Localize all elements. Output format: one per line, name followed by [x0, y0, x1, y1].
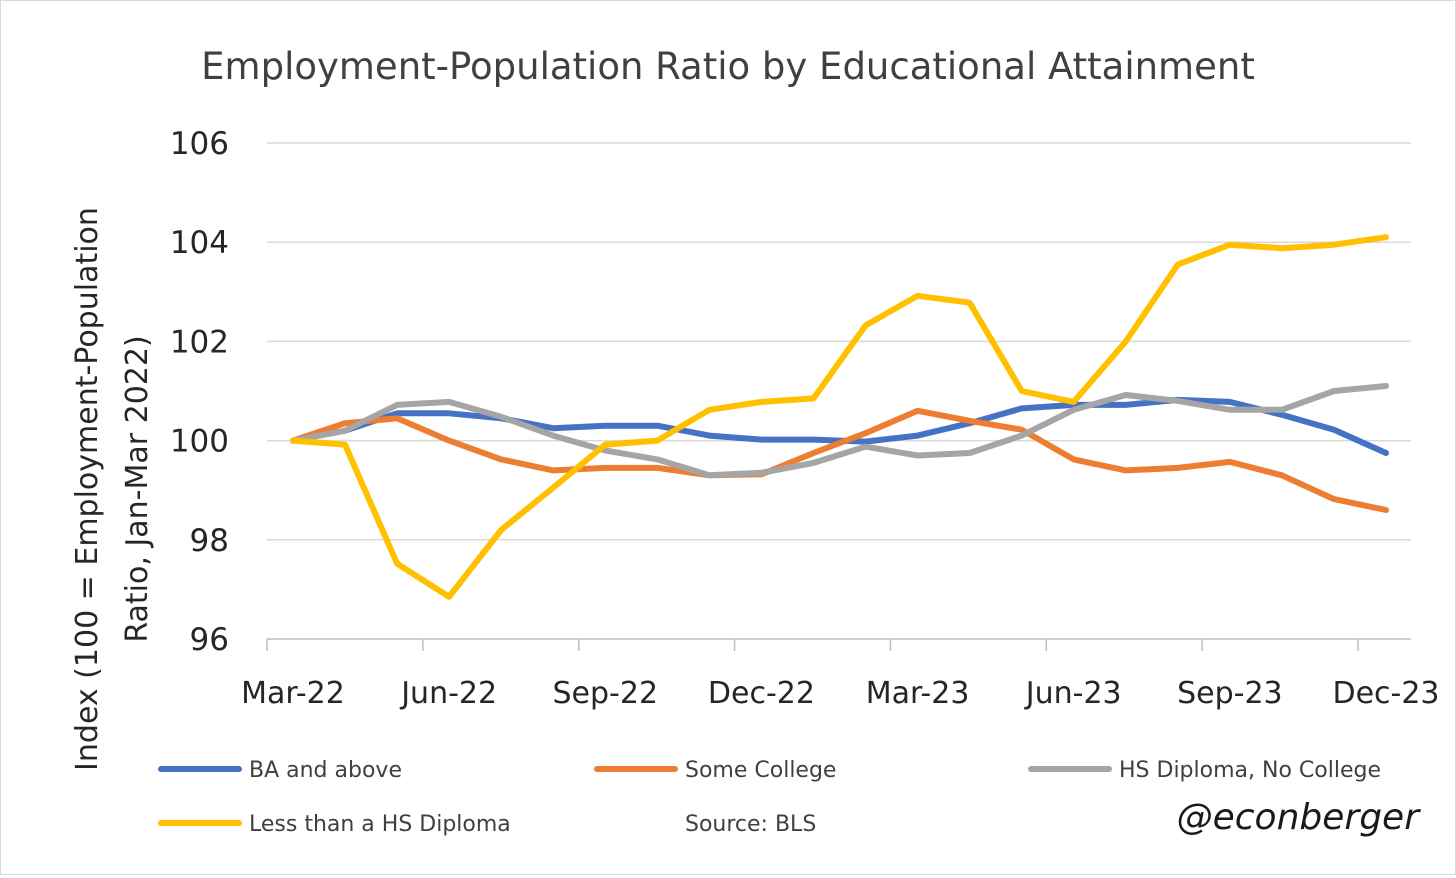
y-tick-labels: 96 98 100 102 104 106 — [170, 126, 229, 658]
x-tick-label: Dec-23 — [1332, 676, 1439, 711]
legend-label: HS Diploma, No College — [1119, 758, 1381, 783]
legend: BA and above Some College HS Diploma, No C… — [158, 758, 1381, 837]
author-handle: @econberger — [1177, 797, 1422, 838]
series-lines — [290, 234, 1389, 600]
x-axis: Mar-22 Jun-22 Sep-22 Dec-22 Mar-23 Jun-23 Sep-… — [241, 638, 1440, 711]
x-tick-label: Jun-23 — [1024, 676, 1122, 711]
chart-title: Employment-Population Ratio by Education… — [201, 45, 1255, 88]
series-line — [290, 407, 1389, 513]
x-tick-label: Sep-22 — [553, 676, 659, 711]
x-tick-label: Jun-22 — [399, 676, 497, 711]
y-axis-label-line-1: Index (100 = Employment-Population — [70, 207, 105, 771]
y-tick-label: 96 — [190, 622, 229, 658]
x-tick-label: Sep-23 — [1177, 676, 1283, 711]
legend-label: Some College — [685, 758, 836, 783]
series-line — [290, 234, 1389, 600]
y-tick-label: 106 — [170, 126, 229, 162]
legend-label: BA and above — [249, 758, 402, 783]
y-tick-label: 102 — [170, 324, 229, 360]
x-tick-label: Dec-22 — [708, 676, 815, 711]
y-tick-label: 104 — [170, 225, 229, 261]
legend-label: Less than a HS Diploma — [249, 812, 511, 837]
y-axis-label-line-2: Ratio, Jan-Mar 2022) — [120, 335, 155, 642]
y-tick-label: 98 — [190, 523, 229, 559]
x-tick-label: Mar-22 — [241, 676, 345, 711]
series-line — [290, 383, 1389, 479]
gridlines — [267, 142, 1411, 541]
source-note: Source: BLS — [685, 812, 816, 837]
y-tick-label: 100 — [170, 424, 229, 460]
x-tick-label: Mar-23 — [866, 676, 970, 711]
